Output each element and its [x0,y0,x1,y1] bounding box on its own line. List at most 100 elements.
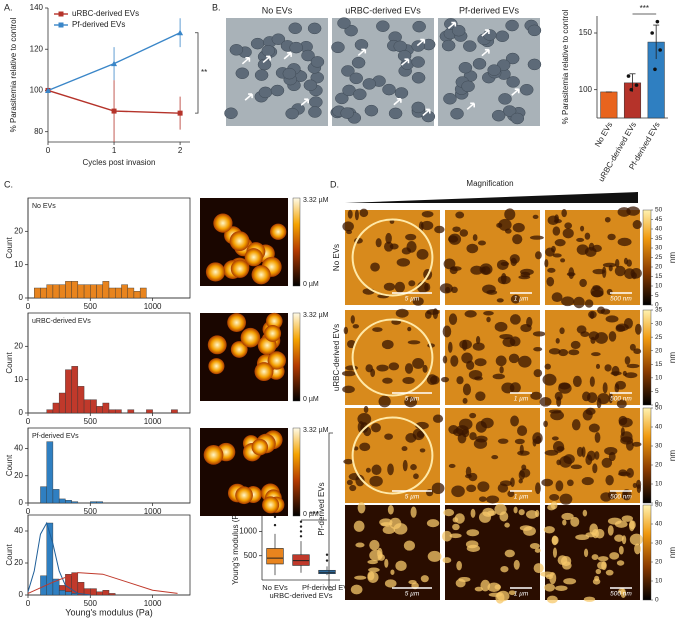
afm-texture [401,247,412,255]
data-point [653,67,657,72]
histogram-bar [90,284,97,299]
colorbar [642,309,652,406]
afm-texture [544,259,549,268]
afm-texture [491,454,499,460]
y-tick-label: 0 [19,408,24,417]
afm-texture [594,432,601,443]
rbc [271,33,286,45]
rbc [364,104,379,117]
histogram-bar [108,287,116,299]
afm-texture [452,523,460,531]
afm-texture [498,218,512,231]
afm-texture [408,280,416,287]
afm-texture [390,569,395,575]
afm-texture [607,525,614,536]
afm-texture [562,519,567,526]
outlier [299,525,303,528]
afm-texture [566,479,574,487]
afm-tile [345,310,440,405]
data-point [626,74,631,78]
afm-texture [468,369,483,380]
rbc [411,56,425,68]
rbc [506,76,520,88]
afm-texture [346,479,353,486]
ev-outline [351,218,434,297]
afm-texture [466,484,477,493]
afm-texture [346,229,353,235]
afm-sphere [267,351,286,370]
afm-texture [403,540,415,551]
afm-sphere [262,496,280,514]
afm-texture [371,423,381,433]
afm-texture [561,209,567,218]
afm-texture [412,357,425,369]
y-tick-label: 120 [30,44,44,53]
rbc [224,107,238,119]
rbc [472,58,487,70]
y-axis-label: % Parasitemia relative to control [9,17,18,132]
histogram-bar [83,284,91,299]
afm-texture [604,364,612,372]
afm-texture [509,254,520,264]
afm-texture [357,502,366,514]
rbc [351,56,366,69]
afm-texture [607,233,616,241]
afm-texture [518,470,525,480]
afm-texture [462,397,468,404]
colorbar [292,312,301,402]
bar [600,91,618,119]
afm-texture [477,240,486,246]
afm-texture [387,504,394,515]
afm-texture [353,446,359,451]
afm-texture [504,208,516,221]
rbc [463,40,477,52]
colorbar [642,407,652,504]
y-tick-label: 0 [19,498,24,507]
arrow [447,21,457,30]
y-tick-label: 20 [14,471,23,480]
afm-texture [551,535,559,545]
rbc [303,79,318,91]
rbc [250,37,265,50]
rbc [341,65,355,77]
colorbar-tick-label: 20 [655,347,663,354]
afm-texture [604,446,618,456]
afm-texture [614,534,624,542]
data-point [634,83,639,87]
outlier [273,515,277,519]
fit-curve [27,572,178,594]
afm-texture [443,258,456,270]
afm-texture [519,444,524,455]
rbc [498,93,512,105]
x-tick-label: 500 [84,302,98,311]
afm-texture [560,555,572,567]
afm-texture [622,370,627,376]
legend-label: uRBC-derived EVs [72,9,139,18]
afm-texture [421,210,434,218]
rbc [335,92,349,105]
scale-bar-label: 500 nm [610,591,632,598]
afm-sphere [213,213,233,233]
afm-texture [384,558,389,568]
afm-texture [520,268,534,276]
rbc [337,17,351,29]
afm-texture [387,463,394,476]
rbc [307,22,322,35]
afm-texture [422,364,428,373]
scale-bar-label: 1 µm [514,494,529,501]
panel-label: B. [212,2,221,12]
afm-texture [470,508,476,518]
scale-bar-label: 1 µm [514,396,529,403]
histogram-bar [46,522,54,596]
afm-texture [451,485,465,498]
afm-texture [499,480,512,487]
afm-texture [466,243,479,254]
rbc [310,56,325,68]
rbc [270,84,285,97]
afm-texture [605,569,614,576]
afm-texture [518,275,531,280]
afm-texture [584,232,591,240]
afm-texture [558,349,569,357]
afm-texture [456,560,462,571]
afm-texture [615,380,627,390]
